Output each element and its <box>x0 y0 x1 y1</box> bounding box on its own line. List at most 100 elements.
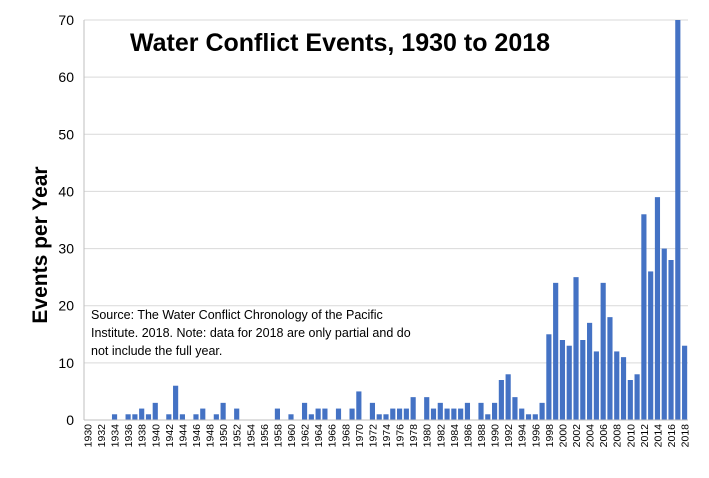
bar-1964 <box>315 408 321 420</box>
y-tick-label-0: 0 <box>66 412 74 428</box>
bar-1934 <box>111 414 118 420</box>
y-tick-label-70: 70 <box>58 12 74 28</box>
bar-2014 <box>654 197 661 420</box>
x-tick-label-1990: 1990 <box>490 424 502 448</box>
bar-1997 <box>539 402 545 420</box>
bar-1978 <box>410 397 416 420</box>
bar-2010 <box>627 380 633 420</box>
bar-1946 <box>193 414 199 420</box>
y-tick-label-50: 50 <box>58 126 74 142</box>
bar-1985 <box>458 408 464 420</box>
bar-2005 <box>593 351 599 420</box>
y-tick-label-10: 10 <box>58 355 74 371</box>
bar-1975 <box>390 408 396 420</box>
bar-1963 <box>308 414 314 420</box>
bar-1984 <box>451 408 457 420</box>
bar-1937 <box>132 414 138 420</box>
bar-2006 <box>600 282 606 420</box>
chart-title: Water Conflict Events, 1930 to 2018 <box>130 29 550 57</box>
x-tick-label-1968: 1968 <box>340 424 352 448</box>
x-tick-label-1946: 1946 <box>191 424 203 448</box>
y-tick-labels: 0 10 20 30 40 50 60 70 <box>58 12 74 428</box>
bar-1986 <box>464 402 471 420</box>
bar-1996 <box>532 414 538 420</box>
x-tick-label-2008: 2008 <box>612 424 624 448</box>
x-tick-label-2002: 2002 <box>571 424 583 448</box>
y-axis-title: Events per Year <box>29 166 52 323</box>
bar-2012 <box>641 214 647 420</box>
bar-2004 <box>587 322 593 420</box>
x-tick-label-1986: 1986 <box>462 424 474 448</box>
x-tick-label-2004: 2004 <box>585 424 597 448</box>
bar-1994 <box>519 408 525 420</box>
bar-1969 <box>349 408 355 420</box>
bar-1973 <box>376 414 382 420</box>
x-tick-label-1966: 1966 <box>327 424 339 448</box>
x-tick-label-1984: 1984 <box>449 424 461 448</box>
bar-1960 <box>288 414 294 420</box>
x-tick-label-1938: 1938 <box>137 424 149 448</box>
x-tick-label-1998: 1998 <box>544 424 556 448</box>
bar-1976 <box>396 408 403 420</box>
x-tick-label-1950: 1950 <box>218 424 230 448</box>
x-tick-label-1948: 1948 <box>205 424 217 448</box>
bar-2002 <box>573 277 579 420</box>
bar-1991 <box>498 380 504 420</box>
bar-1972 <box>369 402 376 420</box>
source-note: Source: The Water Conflict Chronology of… <box>91 308 411 358</box>
bar-1977 <box>403 408 409 420</box>
bar-2001 <box>566 345 572 420</box>
bar-1982 <box>437 402 443 420</box>
x-tick-label-1996: 1996 <box>530 424 542 448</box>
x-tick-label-1960: 1960 <box>286 424 298 448</box>
bar-1940 <box>152 402 158 420</box>
x-tick-label-1958: 1958 <box>272 424 284 448</box>
bar-1970 <box>356 391 362 420</box>
bar-1980 <box>424 397 430 420</box>
x-tick-label-1974: 1974 <box>381 424 393 448</box>
bar-1965 <box>322 408 328 420</box>
bar-1943 <box>173 385 179 420</box>
y-tick-label-60: 60 <box>58 69 74 85</box>
x-tick-label-1954: 1954 <box>245 424 257 448</box>
bar-1939 <box>145 414 152 420</box>
x-tick-label-2010: 2010 <box>625 424 637 448</box>
bar-1990 <box>492 402 498 420</box>
bar-2013 <box>648 271 654 420</box>
bar-1967 <box>335 408 342 420</box>
x-tick-label-1962: 1962 <box>300 424 312 448</box>
bar-1947 <box>200 408 206 420</box>
x-tick-label-1976: 1976 <box>395 424 407 448</box>
bar-1938 <box>139 408 145 420</box>
bar-2009 <box>620 357 627 420</box>
bar-2016 <box>668 260 674 420</box>
bar-1988 <box>478 402 484 420</box>
x-tick-label-1964: 1964 <box>313 424 325 448</box>
source-note-line-1: Source: The Water Conflict Chronology of… <box>91 308 383 322</box>
x-tick-label-1970: 1970 <box>354 424 366 448</box>
bar-1981 <box>430 408 437 420</box>
x-tick-label-1940: 1940 <box>150 424 162 448</box>
x-tick-label-1972: 1972 <box>367 424 379 448</box>
bar-2008 <box>614 351 620 420</box>
bar-2017 <box>675 20 681 420</box>
x-tick-label-1952: 1952 <box>232 424 244 448</box>
bar-1936 <box>125 414 131 420</box>
bar-1995 <box>525 414 532 420</box>
x-tick-label-2000: 2000 <box>557 424 569 448</box>
y-tick-label-40: 40 <box>58 183 74 199</box>
x-tick-label-2016: 2016 <box>666 424 678 448</box>
x-tick-label-1982: 1982 <box>435 424 447 448</box>
x-tick-label-1988: 1988 <box>476 424 488 448</box>
bar-1974 <box>383 414 389 420</box>
bar-1999 <box>553 282 559 420</box>
x-tick-label-1992: 1992 <box>503 424 515 448</box>
x-tick-label-1936: 1936 <box>123 424 135 448</box>
y-tick-label-20: 20 <box>58 298 74 314</box>
bar-1993 <box>512 397 518 420</box>
bar-1958 <box>274 408 280 420</box>
bar-1952 <box>234 408 240 420</box>
x-tick-label-1944: 1944 <box>177 424 189 448</box>
y-tick-label-30: 30 <box>58 241 74 257</box>
